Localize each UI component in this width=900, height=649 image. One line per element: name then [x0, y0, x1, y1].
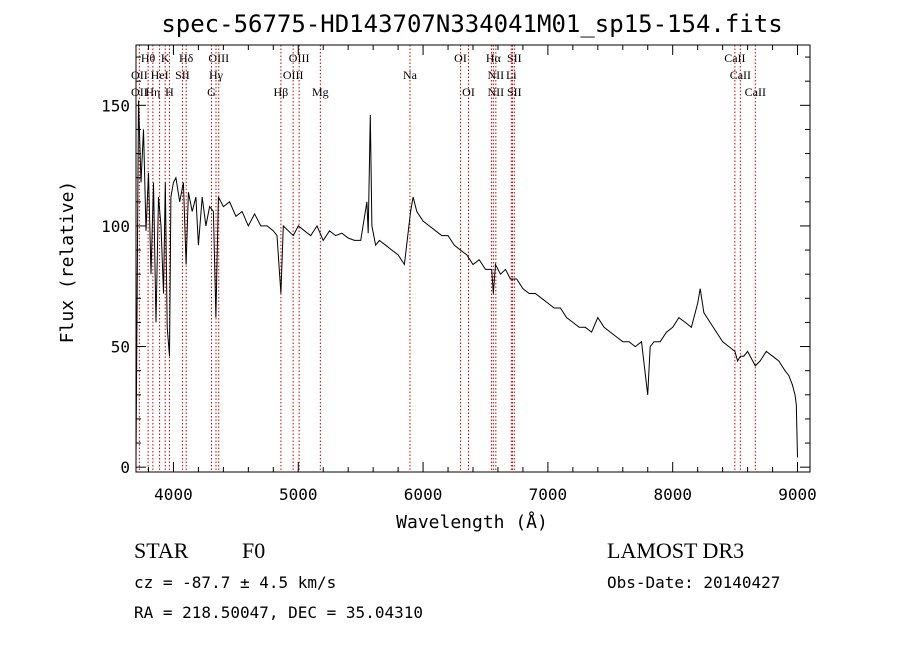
line-label-26: CaII — [730, 68, 751, 82]
y-axis-label: Flux (relative) — [57, 181, 78, 344]
line-label-14: Hβ — [274, 85, 289, 99]
line-label-20: SII — [507, 51, 522, 65]
emission-line-markers — [138, 45, 756, 472]
line-label-3: K — [161, 51, 170, 65]
line-label-15: Mg — [312, 85, 329, 99]
x-tick-label: 7000 — [529, 485, 568, 504]
flux-series-line — [135, 100, 798, 463]
line-label-21: NII — [488, 68, 505, 82]
x-axis-label: Wavelength (Å) — [396, 511, 548, 533]
object-class: STAR — [134, 538, 189, 563]
x-tick-label: 5000 — [279, 485, 318, 504]
line-label-12: OIII — [289, 51, 310, 65]
line-label-16: Na — [403, 68, 418, 82]
chart-title: spec-56775-HD143707N334041M01_sp15-154.f… — [161, 10, 782, 38]
line-label-27: CaII — [745, 85, 766, 99]
line-label-22: Li — [506, 68, 517, 82]
y-tick-label: 150 — [101, 96, 130, 115]
y-tick-label: 0 — [120, 458, 130, 477]
redshift-readout: cz = -87.7 ± 4.5 km/s — [134, 573, 337, 592]
line-label-24: SII — [507, 85, 522, 99]
line-label-23: NII — [488, 85, 505, 99]
y-axis-ticks: 0 50 100 150 — [101, 56, 810, 477]
x-tick-label: 6000 — [404, 485, 443, 504]
coordinates: RA = 218.50047, DEC = 35.04310 — [134, 603, 423, 622]
x-axis-ticks: 4000 5000 6000 7000 8000 9000 — [147, 45, 817, 504]
obs-date: Obs-Date: 20140427 — [607, 573, 781, 592]
line-label-11: G — [207, 85, 216, 99]
line-label-2: Hθ — [141, 51, 156, 65]
object-subclass: F0 — [242, 538, 266, 563]
x-tick-label: 9000 — [778, 485, 817, 504]
line-label-1: OII — [131, 85, 148, 99]
line-label-5: HeI — [151, 68, 169, 82]
line-label-6: SII — [175, 68, 190, 82]
line-label-19: Hα — [486, 51, 502, 65]
x-tick-label: 4000 — [154, 485, 193, 504]
survey-label: LAMOST DR3 — [607, 538, 745, 563]
line-label-25: CaII — [724, 51, 745, 65]
x-tick-label: 8000 — [653, 485, 692, 504]
line-label-8: H — [165, 85, 174, 99]
y-tick-label: 50 — [111, 338, 130, 357]
line-label-0: OII — [131, 68, 148, 82]
y-tick-label: 100 — [101, 217, 130, 236]
line-label-13: OIII — [283, 68, 304, 82]
line-label-9: OIII — [208, 51, 229, 65]
line-label-18: OI — [462, 85, 475, 99]
line-label-17: OI — [454, 51, 467, 65]
line-label-4: Hδ — [179, 51, 194, 65]
plot-frame — [135, 44, 811, 473]
line-label-10: Hγ — [209, 68, 224, 82]
line-label-7: Hη — [145, 85, 160, 99]
emission-line-labels: OII OII Hθ K Hδ HeI SII Hη H OIII Hγ G OIII OIII Hβ Mg N… — [131, 51, 766, 99]
